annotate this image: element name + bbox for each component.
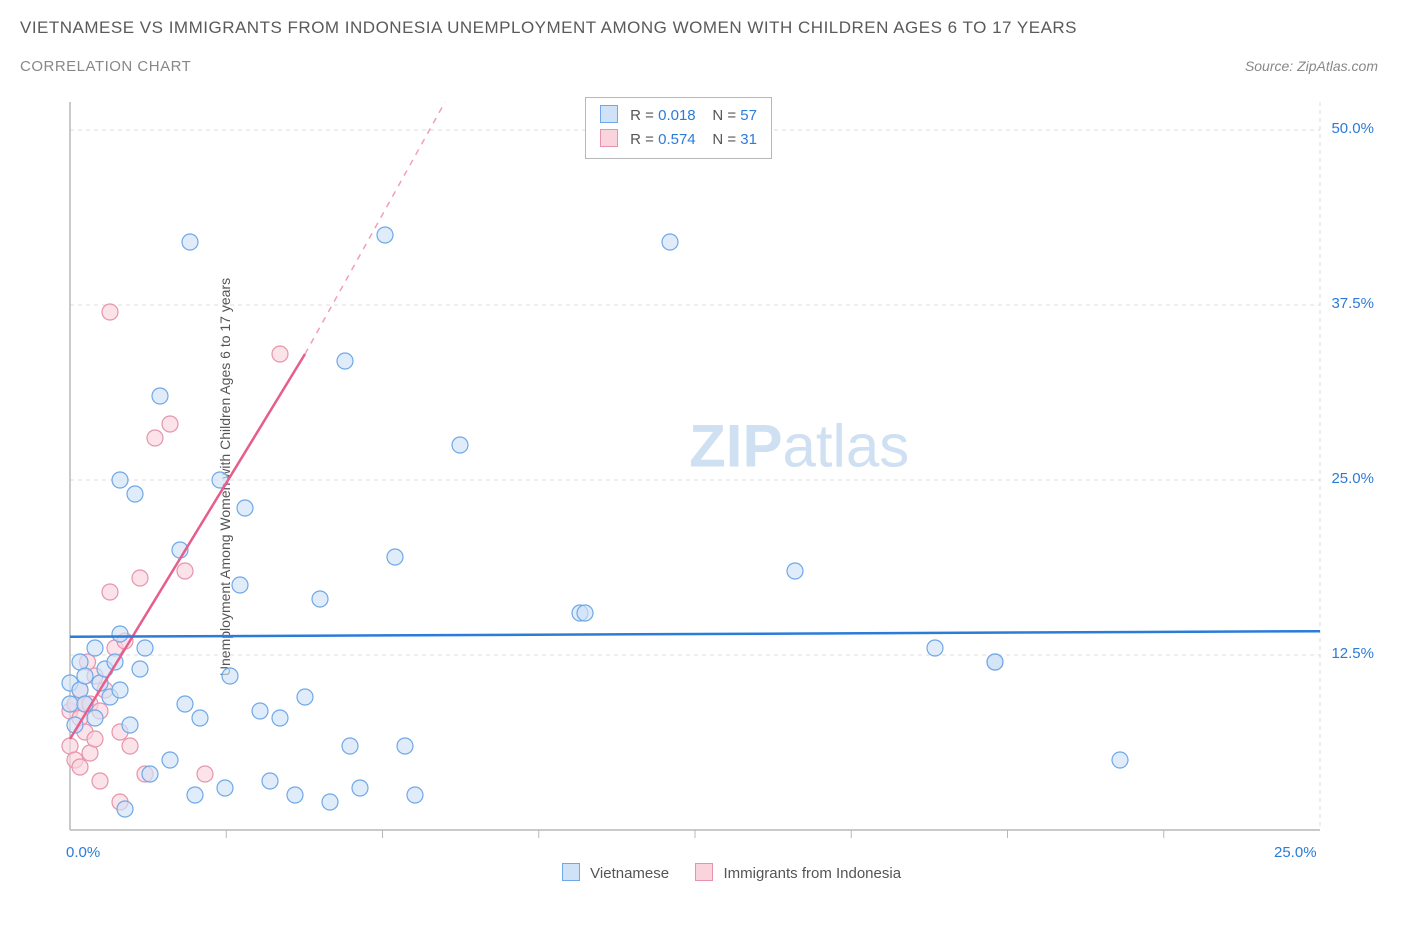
y-tick-label: 12.5%	[1331, 645, 1374, 662]
source-attribution: Source: ZipAtlas.com	[1245, 58, 1378, 74]
x-tick-label: 0.0%	[66, 844, 100, 861]
r-value-vietnamese: 0.018	[658, 107, 696, 124]
r-value-indonesia: 0.574	[658, 131, 696, 148]
chart-area: Unemployment Among Women with Children A…	[60, 92, 1380, 862]
y-tick-label: 37.5%	[1331, 295, 1374, 312]
legend-label-vietnamese: Vietnamese	[590, 865, 669, 882]
swatch-vietnamese	[600, 105, 618, 123]
stats-row-indonesia: R = 0.574 N = 31	[600, 128, 757, 152]
chart-subtitle: CORRELATION CHART	[20, 58, 191, 75]
legend: Vietnamese Immigrants from Indonesia	[540, 863, 901, 882]
legend-swatch-indonesia	[695, 863, 713, 881]
y-tick-label: 50.0%	[1331, 120, 1374, 137]
chart-title: VIETNAMESE VS IMMIGRANTS FROM INDONESIA …	[20, 18, 1077, 38]
n-value-vietnamese: 57	[740, 107, 757, 124]
stats-row-vietnamese: R = 0.018 N = 57	[600, 104, 757, 128]
legend-label-indonesia: Immigrants from Indonesia	[723, 865, 901, 882]
n-value-indonesia: 31	[740, 131, 757, 148]
x-tick-label: 25.0%	[1274, 844, 1317, 861]
scatter-plot	[60, 92, 1380, 862]
y-tick-label: 25.0%	[1331, 470, 1374, 487]
stats-box: R = 0.018 N = 57 R = 0.574 N = 31	[585, 97, 772, 159]
swatch-indonesia	[600, 129, 618, 147]
legend-swatch-vietnamese	[562, 863, 580, 881]
